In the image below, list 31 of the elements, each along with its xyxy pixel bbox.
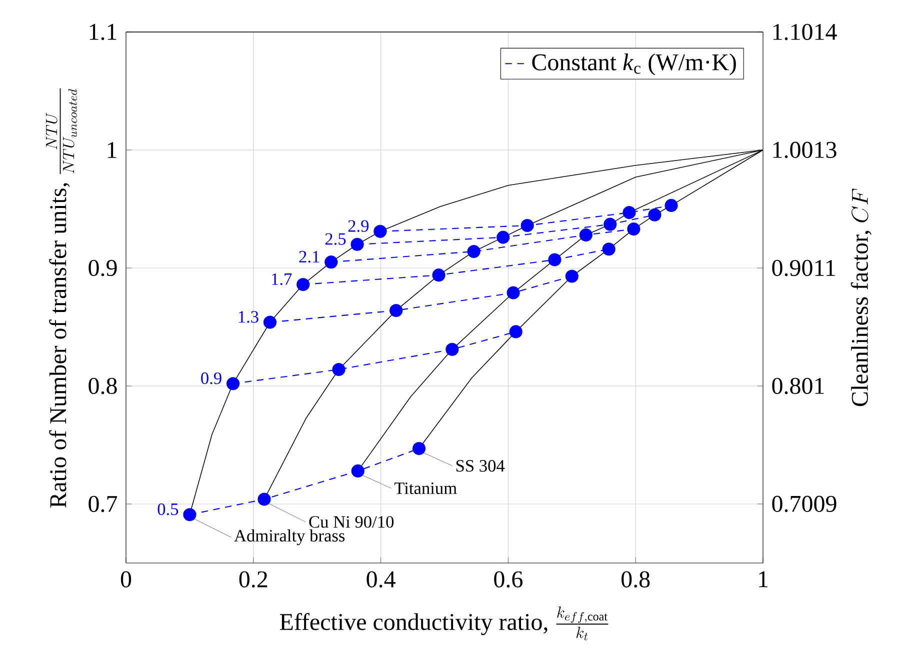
y2-axis-title: $\text{Cleanliness factor, }CF$ (850, 188, 872, 406)
annotation: 1.7 (272, 273, 292, 286)
y-axis-title: $\text{Ratio of Number of transfer units, }\frac{NTU}{NTU_{uncoated}}$ (46, 88, 77, 508)
legend-label: Constant k$_{c}$ (W/m·K) (532, 54, 736, 76)
x-tick-label: 1 (759, 571, 768, 588)
annotation: 2.9 (348, 220, 369, 232)
annotation: 0.5 (158, 503, 178, 516)
y-tick-label: 1.1 (90, 24, 116, 40)
x-tick-label: 0.4 (366, 571, 396, 588)
x-tick-label: 0.6 (494, 571, 522, 588)
y2-tick-label: 1.0013 (773, 142, 836, 158)
y-tick-label: 0.8 (88, 378, 117, 394)
y-tick-label: 1 (108, 142, 116, 158)
text: SS 304 (456, 460, 505, 472)
y-tick-label: 0.9 (88, 260, 117, 276)
text: Admiralty brass (234, 529, 345, 546)
text: Titanium (394, 482, 457, 494)
y2-tick-label: 0.7009 (772, 496, 836, 512)
x-tick-label: 0.2 (239, 571, 268, 588)
x-tick-label: 0.8 (622, 571, 650, 588)
x-tick-label: 0 (120, 571, 132, 588)
y2-tick-label: 1.1014 (773, 24, 837, 40)
annotation: 2.5 (325, 233, 346, 245)
y-tick-label: 0.7 (88, 496, 118, 512)
text: Cu Ni 90/10 (309, 516, 394, 528)
x-axis-title: $\text{Effective conductivity ratio, }\frac{k_{eff,\text{coat}}}{k_t}$ (280, 606, 608, 640)
annotation: 0.9 (201, 372, 222, 384)
y2-tick-label: 0.801 (772, 378, 824, 394)
annotation: 1.3 (238, 311, 258, 323)
annotation: 2.1 (299, 250, 320, 263)
y2-tick-label: 0.9011 (772, 260, 835, 276)
